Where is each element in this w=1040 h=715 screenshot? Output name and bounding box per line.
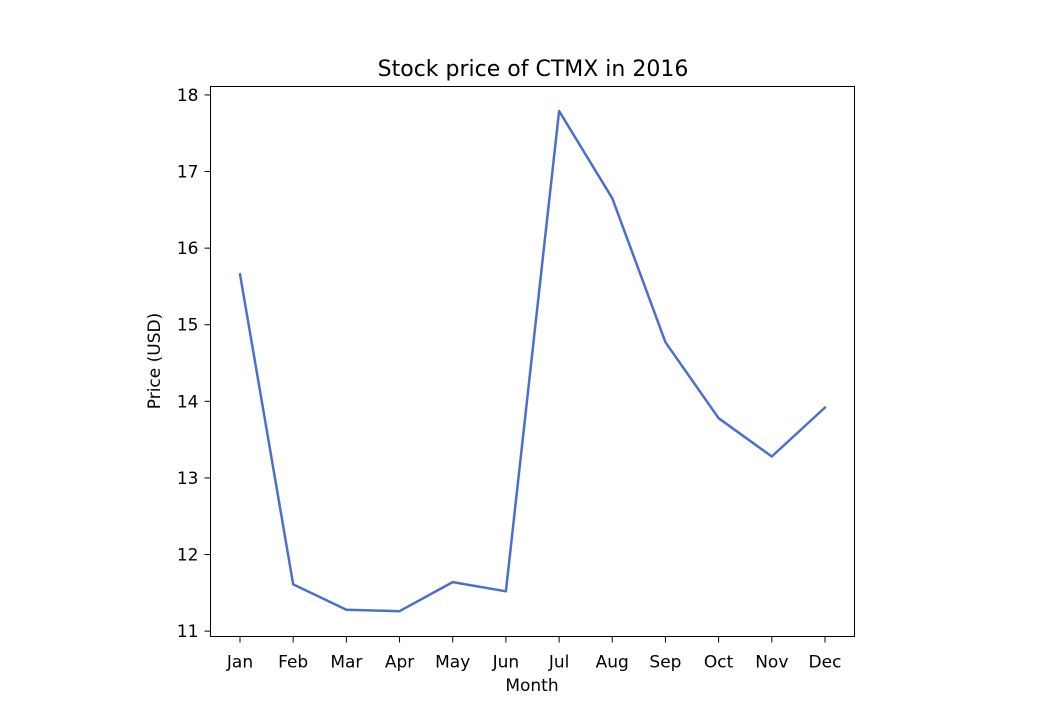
y-tick-label: 14: [177, 392, 199, 412]
y-axis: 11 12 13 14 15 16 17 18: [177, 86, 211, 642]
chart-title: Stock price of CTMX in 2016: [378, 57, 689, 82]
x-axis-label: Month: [505, 676, 558, 696]
x-axis: Jan Feb Mar Apr May Jun Jul Aug Sep Oct Nov Dec: [226, 636, 842, 673]
x-tick-label: Jan: [226, 653, 253, 673]
x-tick-label: Mar: [330, 653, 362, 673]
x-tick-label: Jul: [548, 653, 570, 673]
y-tick-label: 11: [177, 622, 199, 642]
x-tick-label: Dec: [809, 653, 842, 673]
y-tick-label: 12: [177, 546, 199, 566]
x-tick-label: Apr: [385, 653, 414, 673]
x-tick-label: Oct: [704, 653, 734, 673]
x-tick-label: Aug: [596, 653, 629, 673]
y-axis-label: Price (USD): [145, 313, 165, 409]
x-tick-label: Nov: [755, 653, 788, 673]
y-tick-label: 16: [177, 239, 199, 259]
y-tick-label: 15: [177, 316, 199, 336]
y-tick-label: 13: [177, 469, 199, 489]
y-tick-label: 18: [177, 86, 199, 106]
x-tick-label: Feb: [278, 653, 308, 673]
x-tick-label: Jun: [492, 653, 520, 673]
x-tick-label: Sep: [649, 653, 681, 673]
series-layer: [238, 109, 827, 613]
x-tick-label: May: [435, 653, 470, 673]
series-line: [238, 109, 827, 613]
y-tick-label: 17: [177, 163, 199, 183]
plot-area: [210, 86, 855, 637]
